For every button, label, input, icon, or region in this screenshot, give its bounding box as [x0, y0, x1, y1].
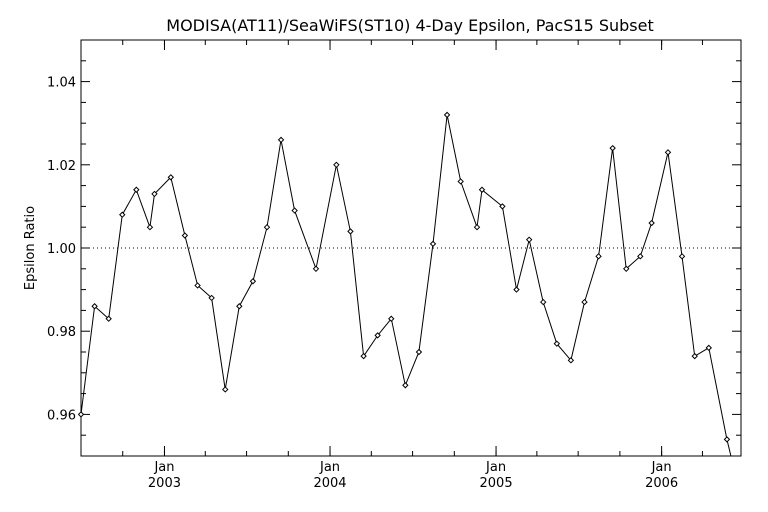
data-point	[402, 382, 409, 389]
data-point	[181, 232, 189, 239]
data-point	[194, 282, 201, 289]
x-tick-month-label: Jan	[485, 460, 506, 475]
data-point	[91, 303, 98, 310]
data-point	[119, 211, 126, 218]
data-point	[443, 111, 451, 119]
data-point	[457, 178, 464, 185]
data-point	[291, 207, 298, 214]
data-point	[347, 228, 354, 235]
series-line	[81, 114, 732, 456]
data-point	[429, 240, 437, 248]
data-point	[473, 223, 481, 231]
plot-frame	[80, 39, 742, 457]
data-point	[236, 303, 243, 310]
data-point	[513, 286, 520, 293]
data-point	[312, 265, 320, 273]
x-tick-year-label: 2004	[313, 476, 346, 491]
data-point	[691, 352, 698, 360]
x-tick-month-label: Jan	[651, 460, 672, 475]
y-axis-label: Epsilon Ratio	[23, 206, 38, 290]
data-point	[167, 174, 175, 181]
data-point	[151, 190, 158, 198]
data-point	[723, 436, 731, 443]
data-point	[133, 186, 140, 193]
chart-title: MODISA(AT11)/SeaWiFS(ST10) 4-Day Epsilon…	[166, 16, 653, 35]
data-point	[146, 223, 154, 231]
data-point	[540, 298, 547, 306]
data-point	[553, 340, 561, 347]
data-point	[705, 344, 713, 352]
data-point	[595, 253, 602, 260]
x-tick-year-label: 2005	[480, 476, 513, 491]
data-point	[222, 386, 229, 393]
data-point	[415, 348, 423, 356]
x-tick-month-label: Jan	[319, 460, 340, 475]
data-point	[648, 219, 655, 227]
y-tick-label: 0.96	[47, 408, 76, 423]
plot-area: 0.960.981.001.021.04Jan2003Jan2004Jan200…	[47, 39, 742, 491]
data-point	[525, 236, 533, 243]
data-point	[678, 253, 686, 260]
x-tick-year-label: 2006	[645, 476, 678, 491]
data-point	[208, 294, 215, 302]
y-tick-label: 1.04	[47, 76, 76, 91]
data-point	[609, 144, 616, 152]
y-tick-label: 1.00	[47, 242, 76, 257]
data-point	[664, 149, 672, 156]
data-point	[277, 136, 285, 144]
data-point	[105, 315, 112, 322]
data-point	[478, 186, 486, 193]
data-point	[567, 357, 575, 364]
data-point	[77, 411, 85, 418]
data-point	[581, 298, 588, 306]
data-point	[637, 253, 644, 260]
data-point	[333, 161, 340, 169]
y-tick-label: 1.02	[47, 159, 76, 174]
data-point	[374, 332, 381, 339]
x-tick-month-label: Jan	[153, 460, 174, 475]
x-tick-year-label: 2003	[148, 476, 181, 491]
data-point	[623, 265, 630, 273]
data-point	[388, 315, 395, 322]
y-tick-label: 0.98	[47, 325, 76, 340]
data-point	[249, 278, 257, 285]
data-point	[360, 352, 367, 360]
data-point	[499, 203, 506, 210]
data-point	[263, 223, 271, 231]
